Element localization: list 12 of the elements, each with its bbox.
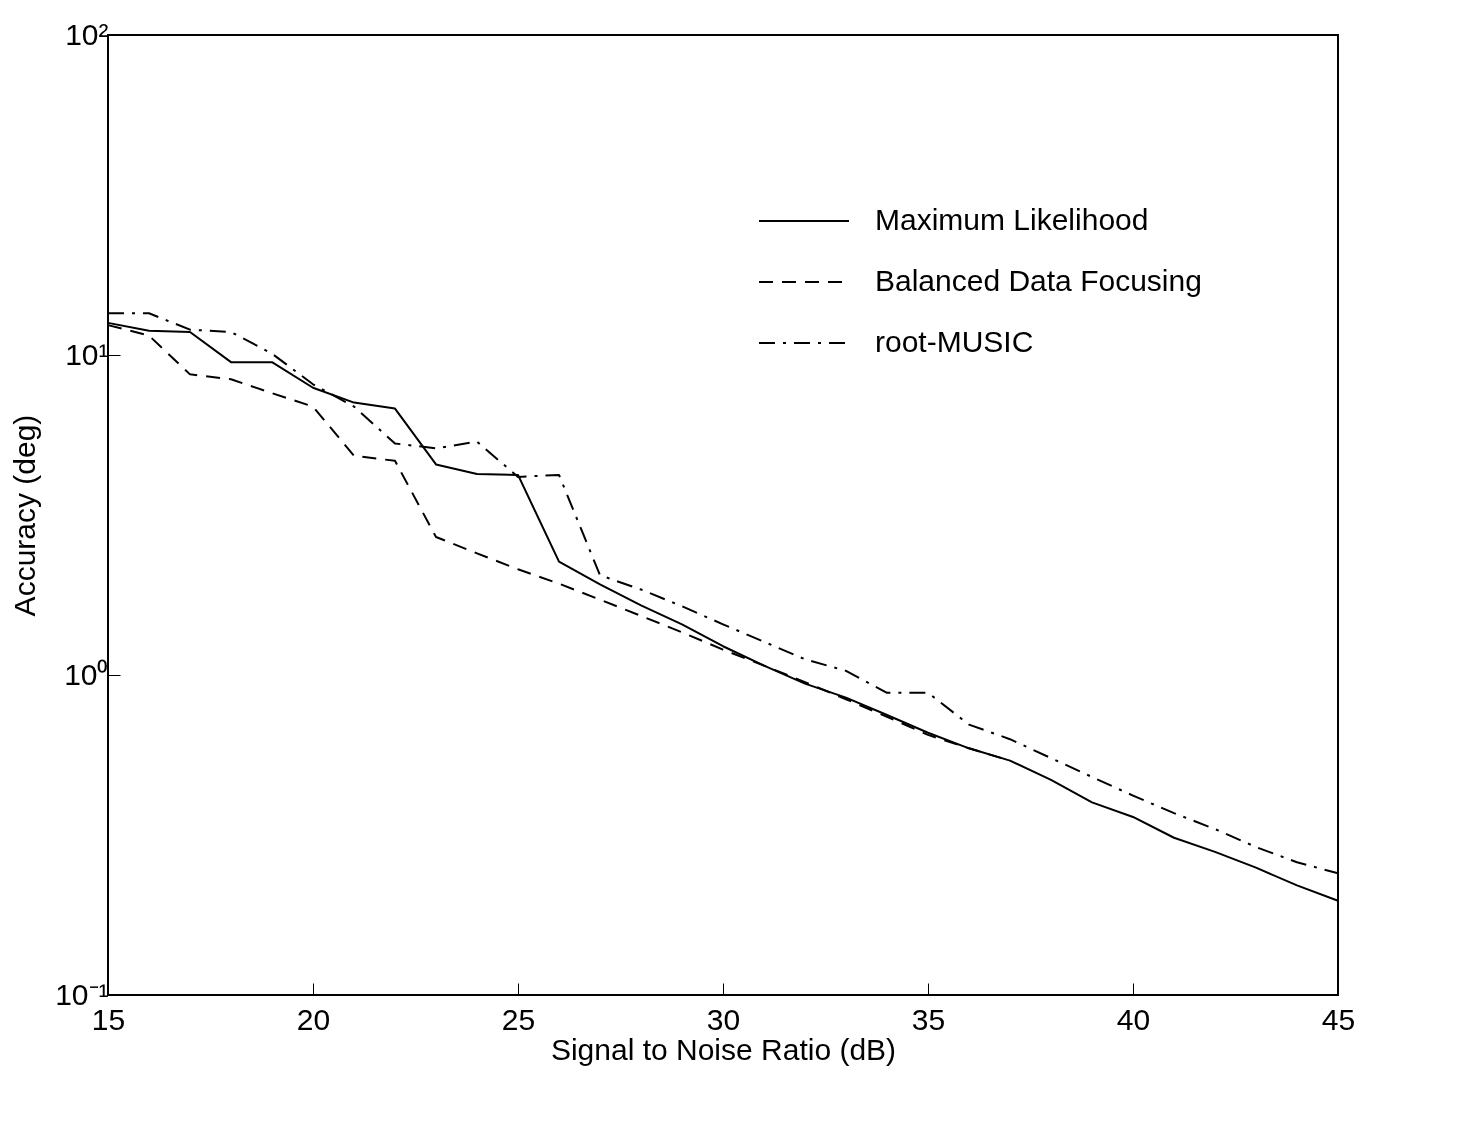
y-axis-title: Accuracy (deg) <box>8 414 42 617</box>
x-tick-label: 20 <box>296 1002 331 1036</box>
x-tick-label: 35 <box>911 1002 946 1036</box>
legend-label: Balanced Data Focusing <box>875 264 1202 297</box>
x-tick-label: 45 <box>1321 1002 1356 1036</box>
x-tick-label: 40 <box>1116 1002 1151 1036</box>
legend-label: root-MUSIC <box>875 325 1034 358</box>
y-tick-label: 10⁰ <box>64 657 109 691</box>
legend-label: Maximum Likelihood <box>875 203 1149 236</box>
y-tick-label: 10¹ <box>65 337 109 371</box>
x-tick-label: 25 <box>501 1002 536 1036</box>
y-tick-label: 10² <box>65 17 109 51</box>
